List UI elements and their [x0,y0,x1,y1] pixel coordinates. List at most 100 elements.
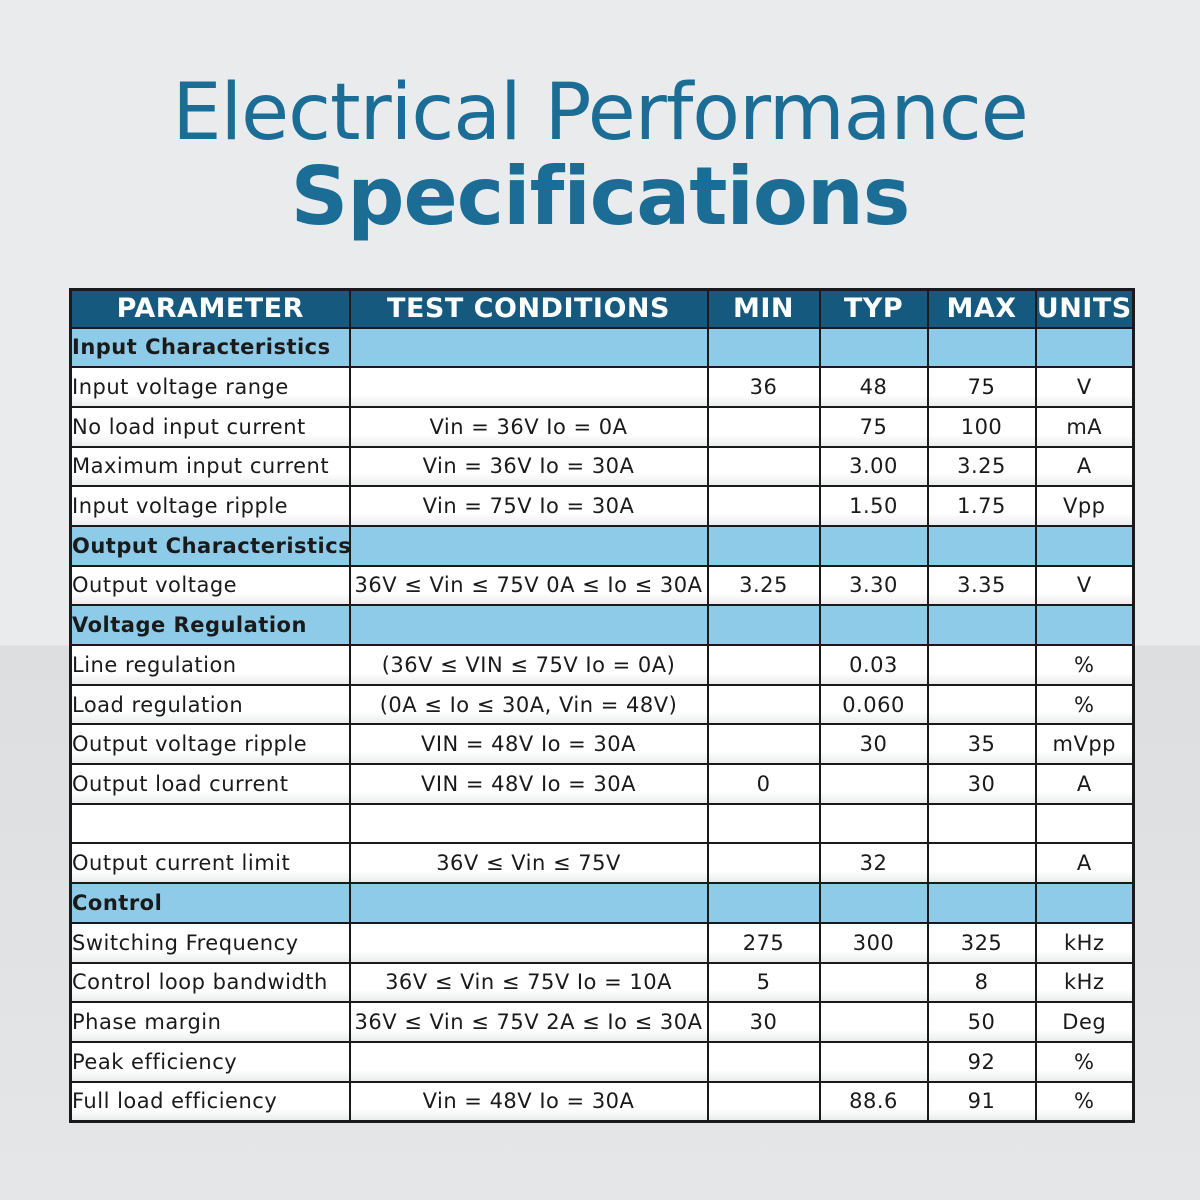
parameter-cell: Maximum input current [69,445,351,488]
table-row: Output load current VIN = 48V Io = 30A 0 30… [69,763,1135,805]
parameter-cell: Output voltage [69,564,351,607]
table-row: Output current limit 36V ≤ Vin ≤ 75V 32 A [69,842,1135,885]
max-cell: 100 [926,405,1037,448]
section-header-row: Input Characteristics [69,326,1135,369]
units-cell: % [1034,1080,1135,1123]
typ-cell [818,524,929,567]
conditions-cell: VIN = 48V Io = 30A [348,723,709,766]
min-cell: 36 [706,366,821,408]
typ-cell: 32 [818,842,929,885]
min-cell [706,644,821,686]
max-cell [926,524,1037,567]
min-cell: 5 [706,961,821,1004]
units-cell [1034,326,1135,369]
max-cell [926,842,1037,885]
table-row: Load regulation (0A ≤ Io ≤ 30A, Vin = 48V… [69,683,1135,726]
parameter-cell: Switching Frequency [69,921,351,964]
min-cell [706,524,821,567]
table-row: Output voltage ripple VIN = 48V Io = 30A 3… [69,723,1135,766]
units-cell: A [1034,445,1135,488]
section-header-row: Voltage Regulation [69,604,1135,646]
typ-cell [818,604,929,646]
conditions-cell [348,921,709,964]
max-cell: 35 [926,723,1037,766]
units-cell [1034,802,1135,845]
parameter-cell: No load input current [69,405,351,448]
header-max: MAX [926,288,1037,329]
table-row: Phase margin 36V ≤ Vin ≤ 75V 2A ≤ Io ≤ 30… [69,1001,1135,1043]
typ-cell: 3.30 [818,564,929,607]
table-row: Line regulation (36V ≤ VIN ≤ 75V Io = 0A)… [69,644,1135,686]
conditions-cell [348,326,709,369]
units-cell: % [1034,644,1135,686]
min-cell [706,485,821,527]
parameter-cell: Control loop bandwidth [69,961,351,1004]
max-cell: 91 [926,1080,1037,1123]
conditions-cell: Vin = 48V Io = 30A [348,1080,709,1123]
min-cell: 0 [706,763,821,805]
units-cell: V [1034,366,1135,408]
parameter-cell: Phase margin [69,1001,351,1043]
typ-cell: 1.50 [818,485,929,527]
conditions-cell [348,604,709,646]
conditions-cell: (0A ≤ Io ≤ 30A, Vin = 48V) [348,683,709,726]
min-cell [706,405,821,448]
conditions-cell [348,802,709,845]
conditions-cell: Vin = 36V Io = 30A [348,445,709,488]
typ-cell [818,882,929,924]
conditions-cell: Vin = 36V Io = 0A [348,405,709,448]
conditions-cell: 36V ≤ Vin ≤ 75V 2A ≤ Io ≤ 30A [348,1001,709,1043]
header-test-conditions: TEST CONDITIONS [348,288,709,329]
table-body: Input Characteristics Input voltage range… [69,326,1135,1123]
max-cell [926,644,1037,686]
typ-cell: 0.060 [818,683,929,726]
typ-cell [818,326,929,369]
parameter-cell: Control [69,882,351,924]
max-cell [926,326,1037,369]
max-cell: 3.25 [926,445,1037,488]
conditions-cell [348,524,709,567]
parameter-cell: Output Characteristics [69,524,351,567]
min-cell [706,683,821,726]
parameter-cell [69,802,351,845]
conditions-cell: 36V ≤ Vin ≤ 75V 0A ≤ Io ≤ 30A [348,564,709,607]
units-cell: Deg [1034,1001,1135,1043]
section-header-row: Output Characteristics [69,524,1135,567]
parameter-cell: Full load efficiency [69,1080,351,1123]
units-cell: mVpp [1034,723,1135,766]
max-cell: 3.35 [926,564,1037,607]
parameter-cell: Peak efficiency [69,1040,351,1083]
min-cell [706,1040,821,1083]
min-cell [706,802,821,845]
units-cell: A [1034,763,1135,805]
units-cell [1034,604,1135,646]
typ-cell: 0.03 [818,644,929,686]
min-cell: 30 [706,1001,821,1043]
parameter-cell: Voltage Regulation [69,604,351,646]
table-row: Maximum input current Vin = 36V Io = 30A 3… [69,445,1135,488]
typ-cell: 3.00 [818,445,929,488]
header-units: UNITS [1034,288,1135,329]
min-cell [706,326,821,369]
conditions-cell: Vin = 75V Io = 30A [348,485,709,527]
units-cell: V [1034,564,1135,607]
empty-row [69,802,1135,845]
page-title-line-2: Specifications [290,150,911,243]
conditions-cell: 36V ≤ Vin ≤ 75V Io = 10A [348,961,709,1004]
typ-cell: 30 [818,723,929,766]
typ-cell [818,763,929,805]
max-cell [926,604,1037,646]
table-row: Peak efficiency 92% [69,1040,1135,1083]
table-row: No load input current Vin = 36V Io = 0A 75… [69,405,1135,448]
typ-cell [818,1001,929,1043]
units-cell: A [1034,842,1135,885]
typ-cell: 300 [818,921,929,964]
max-cell: 30 [926,763,1037,805]
table-row: Full load efficiency Vin = 48V Io = 30A 88… [69,1080,1135,1123]
parameter-cell: Input voltage range [69,366,351,408]
max-cell: 50 [926,1001,1037,1043]
min-cell [706,723,821,766]
units-cell: Vpp [1034,485,1135,527]
units-cell: kHz [1034,961,1135,1004]
table-row: Input voltage ripple Vin = 75V Io = 30A 1.… [69,485,1135,527]
